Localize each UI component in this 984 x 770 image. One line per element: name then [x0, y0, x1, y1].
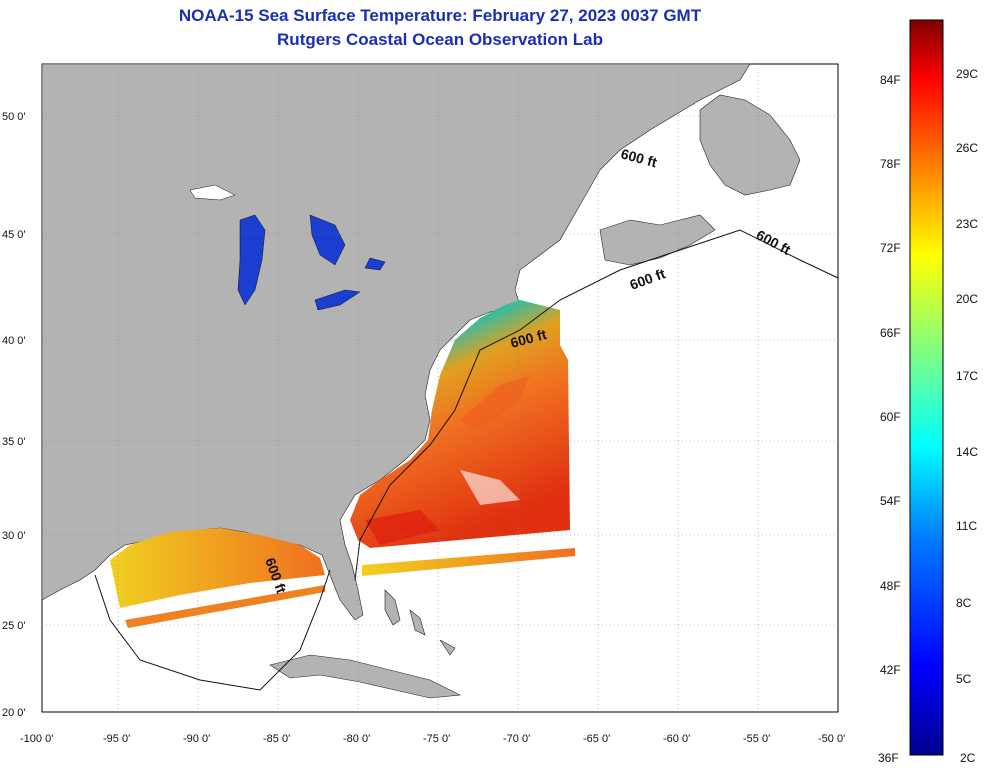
- sst-swath-gulf: [110, 528, 325, 628]
- y-tick-label: 25 0': [2, 620, 26, 632]
- y-tick-label: 50 0': [2, 111, 26, 123]
- colorbar-f-label: 66F: [880, 326, 901, 340]
- y-tick-label: 20 0': [2, 707, 26, 719]
- colorbar-c-label: 14C: [956, 445, 978, 459]
- colorbar-c-label: 8C: [956, 596, 972, 610]
- map-title: NOAA-15 Sea Surface Temperature: Februar…: [178, 6, 702, 25]
- graticule: [42, 64, 838, 712]
- x-tick-label: -100 0': [20, 733, 53, 745]
- x-tick-label: -85 0': [263, 733, 290, 745]
- colorbar-f-label: 60F: [880, 410, 901, 424]
- colorbar-f-label: 84F: [880, 73, 901, 87]
- x-tick-label: -65 0': [583, 733, 610, 745]
- great-lakes: [189, 184, 386, 311]
- x-tick-label: -55 0': [743, 733, 770, 745]
- x-tick-label: -50 0': [818, 733, 845, 745]
- colorbar-c-label: 20C: [956, 292, 978, 306]
- colorbar: [909, 19, 944, 756]
- colorbar-c-label: 29C: [956, 67, 978, 81]
- y-tick-label: 45 0': [2, 229, 26, 241]
- colorbar-c-label: 23C: [956, 217, 978, 231]
- colorbar-c-label: 17C: [956, 369, 978, 383]
- colorbar-f-label: 42F: [880, 663, 901, 677]
- land-mass: [41, 63, 801, 699]
- y-tick-label: 30 0': [2, 530, 26, 542]
- colorbar-c-label: 11C: [956, 519, 977, 533]
- y-tick-label: 40 0': [2, 335, 26, 347]
- colorbar-f-label: 78F: [880, 157, 901, 171]
- x-tick-label: -90 0': [183, 733, 210, 745]
- colorbar-f-labels: 84F 78F 72F 66F 60F 54F 48F 42F 36F: [878, 73, 901, 765]
- colorbar-f-label: 36F: [878, 751, 899, 765]
- colorbar-c-labels: 29C 26C 23C 20C 17C 14C 11C 8C 5C 2C: [956, 67, 978, 765]
- x-tick-label: -80 0': [343, 733, 370, 745]
- x-axis-ticks: -100 0' -95 0' -90 0' -85 0' -80 0' -75 …: [20, 733, 845, 745]
- colorbar-c-label: 2C: [960, 751, 976, 765]
- colorbar-c-label: 5C: [956, 672, 972, 686]
- colorbar-f-label: 54F: [880, 494, 901, 508]
- sst-swath-atlantic: [350, 300, 575, 576]
- y-axis-ticks: 50 0' 45 0' 40 0' 35 0' 30 0' 25 0' 20 0…: [2, 111, 26, 719]
- y-tick-label: 35 0': [2, 436, 26, 448]
- x-tick-label: -60 0': [663, 733, 690, 745]
- colorbar-c-label: 26C: [956, 141, 978, 155]
- x-tick-label: -75 0': [423, 733, 450, 745]
- colorbar-f-label: 72F: [880, 241, 901, 255]
- x-tick-label: -70 0': [503, 733, 530, 745]
- map-subtitle: Rutgers Coastal Ocean Observation Lab: [277, 30, 603, 49]
- x-tick-label: -95 0': [103, 733, 130, 745]
- depth-contour-600ft: [94, 229, 839, 691]
- colorbar-f-label: 48F: [880, 579, 901, 593]
